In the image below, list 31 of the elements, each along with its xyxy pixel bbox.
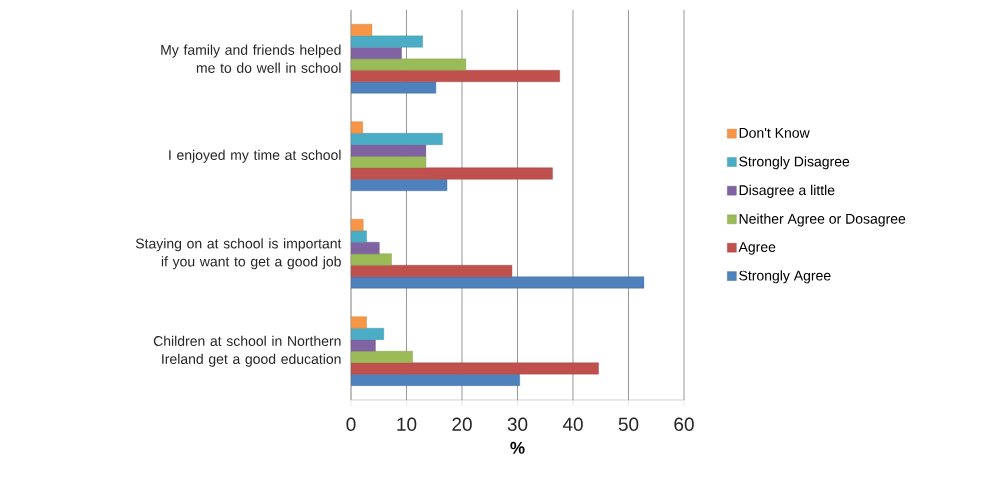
bar: [351, 253, 392, 266]
legend-label: Disagree a little: [739, 184, 835, 198]
x-tick-label: 20: [452, 417, 472, 431]
x-tick-label: 0: [346, 417, 356, 431]
legend-label: Agree: [738, 242, 776, 255]
x-tick-label: 40: [562, 417, 583, 431]
x-tick-label: 50: [618, 417, 639, 431]
x-tick-label: 10: [397, 417, 417, 431]
bar: [351, 35, 423, 48]
bar: [351, 58, 467, 71]
y-tick-label: Staying on at school is important if you want to get a good job: [135, 238, 342, 270]
bar: [351, 144, 427, 157]
y-tick-label: My family and friends helped me to do well in school: [161, 44, 341, 73]
bar: [351, 362, 599, 375]
legend-label: Strongly Disagree: [739, 156, 850, 170]
x-axis-title: %: [510, 441, 525, 454]
bar: [351, 351, 413, 363]
bar: [351, 156, 427, 168]
x-tick-label: 60: [674, 417, 694, 431]
legend-label: Strongly Agree: [739, 270, 831, 284]
bar: [351, 167, 553, 180]
y-tick-label: I enjoyed my time at school: [169, 149, 341, 163]
bar: [351, 81, 437, 94]
bar: [351, 276, 645, 289]
legend-label: Don't Know: [739, 128, 810, 138]
bar: [351, 339, 376, 352]
x-tick-label: 30: [507, 417, 528, 431]
bar: [351, 179, 448, 191]
bar: [351, 374, 520, 386]
legend-label: Neither Agree or Dosagree: [739, 213, 906, 227]
y-tick-label: Children at school in Northern Ireland get a good education: [153, 335, 341, 367]
